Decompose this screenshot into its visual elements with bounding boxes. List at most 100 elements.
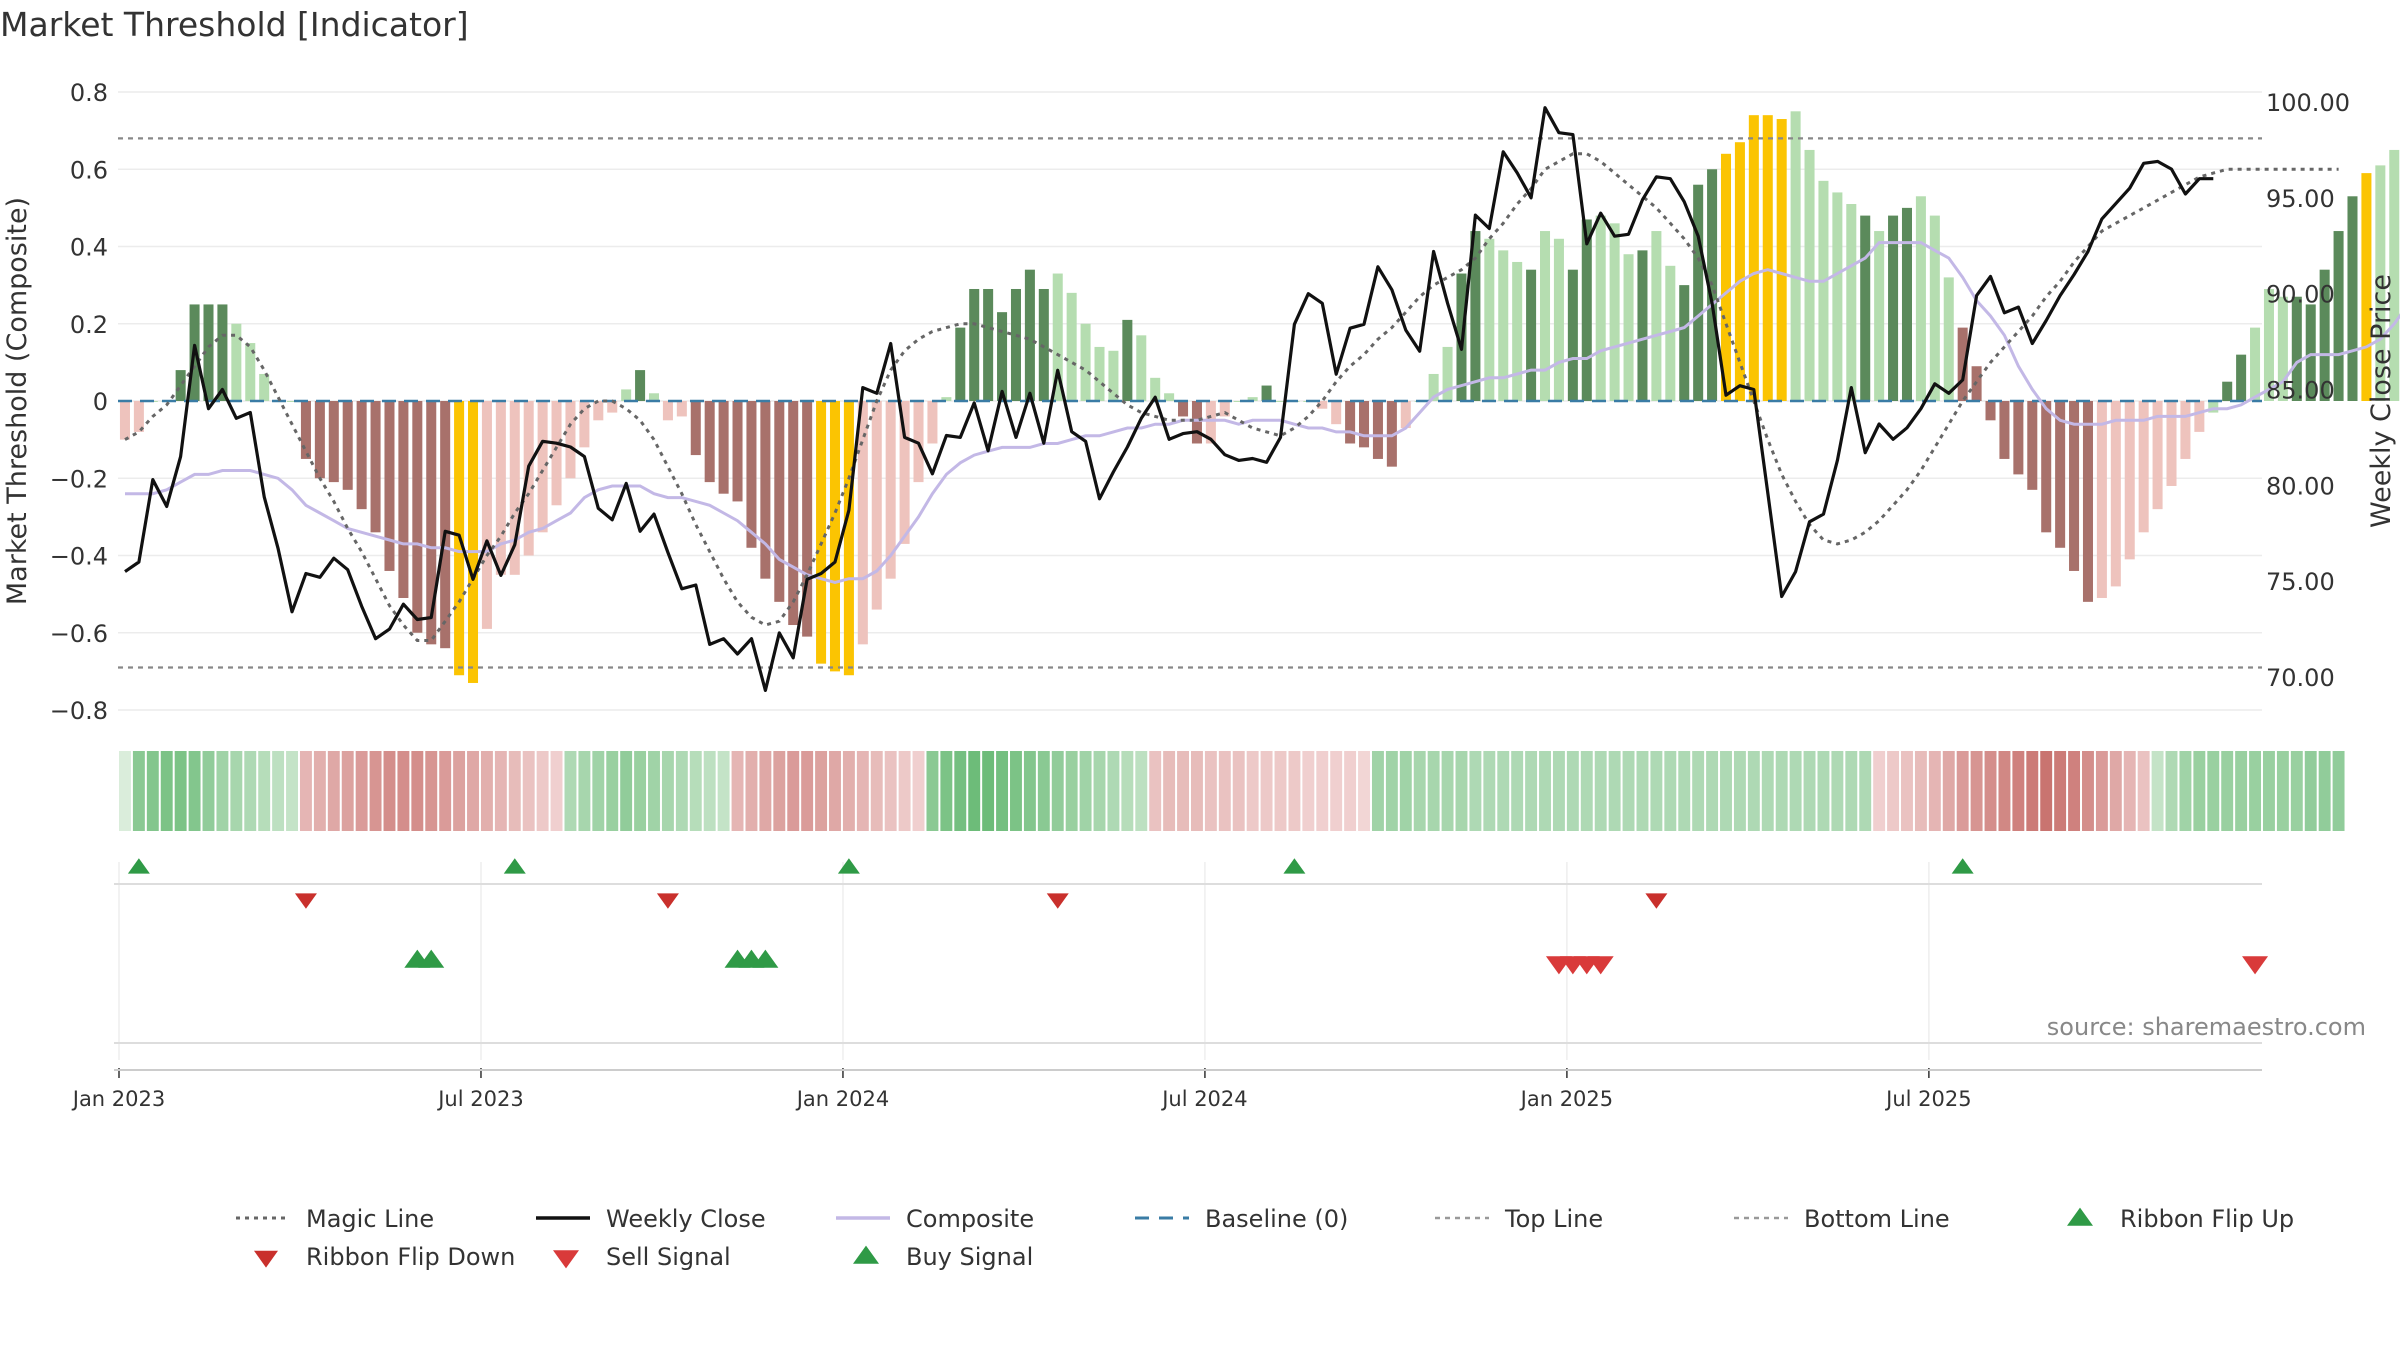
legend-label: Ribbon Flip Up — [2120, 1205, 2294, 1233]
ribbon-segment — [829, 751, 841, 831]
composite-bar — [203, 304, 214, 401]
y2-tick-label: 100.00 — [2266, 89, 2350, 117]
composite-bar — [1762, 115, 1773, 402]
composite-bar — [2055, 401, 2066, 548]
composite-bar — [1150, 377, 1161, 401]
composite-bar — [2319, 269, 2330, 401]
ribbon-segment — [2332, 751, 2345, 831]
y2-tick-label: 75.00 — [2266, 568, 2335, 596]
y-tick-label: −0.4 — [50, 543, 108, 571]
legend-swatch — [2067, 1207, 2093, 1226]
ribbon-flip-up-marker — [127, 858, 150, 874]
ribbon-segment — [2123, 751, 2136, 831]
composite-bar — [2361, 173, 2372, 401]
ribbon-segment — [1706, 751, 1719, 831]
ribbon-segment — [1775, 751, 1788, 831]
legend-label: Magic Line — [306, 1205, 434, 1233]
ribbon-segment — [1678, 751, 1691, 831]
composite-bar — [969, 288, 980, 401]
ribbon-segment — [1274, 751, 1287, 831]
ribbon-segment — [1177, 751, 1189, 831]
composite-bar — [718, 401, 729, 494]
composite-bar — [314, 401, 325, 479]
composite-bar — [1790, 111, 1801, 401]
composite-bar — [1428, 373, 1439, 401]
ribbon-segment — [926, 751, 939, 831]
ribbon-segment — [1455, 751, 1468, 831]
composite-bar — [690, 401, 701, 456]
composite-bar — [1846, 204, 1857, 401]
ribbon-flip-down-marker — [1645, 893, 1668, 909]
ribbon-segment — [1594, 751, 1607, 831]
ribbon-segment — [425, 751, 438, 831]
composite-bar — [217, 304, 228, 401]
ribbon-segment — [1427, 751, 1440, 831]
composite-bar — [829, 401, 840, 672]
ribbon-segment — [1288, 751, 1301, 831]
ribbon-segment — [1441, 751, 1454, 831]
composite-bar — [2389, 149, 2400, 401]
composite-bar — [983, 288, 994, 401]
composite-bar — [2110, 401, 2121, 587]
composite-bar — [579, 401, 590, 448]
composite-bar — [843, 401, 854, 676]
composite-bar — [398, 401, 409, 598]
ribbon-segment — [341, 751, 354, 831]
ribbon-segment — [1901, 751, 1913, 831]
composite-bar — [468, 401, 479, 683]
ribbon-segment — [299, 751, 312, 831]
sell-signal-marker — [1587, 956, 1614, 975]
composite-bar — [2138, 401, 2149, 533]
composite-bar — [2222, 381, 2233, 401]
ribbon-segment — [884, 751, 897, 831]
ribbon-segment — [759, 751, 772, 831]
x-tick-label: Jan 2023 — [71, 1087, 166, 1111]
x-tick-label: Jan 2025 — [1519, 1087, 1614, 1111]
y-tick-label: −0.6 — [50, 620, 108, 648]
ribbon-segment — [773, 751, 786, 831]
ribbon-segment — [996, 751, 1009, 831]
ribbon-segment — [1399, 751, 1412, 831]
ribbon-segment — [467, 751, 479, 831]
ribbon-segment — [1720, 751, 1732, 831]
composite-bar — [1219, 401, 1230, 417]
y-tick-label: −0.2 — [50, 465, 108, 493]
composite-bar — [774, 401, 785, 602]
ribbon-segment — [842, 751, 855, 831]
composite-bar — [1205, 401, 1216, 444]
y2-tick-label: 70.00 — [2266, 664, 2335, 692]
composite-bar — [885, 401, 896, 579]
legend-label: Baseline (0) — [1205, 1205, 1348, 1233]
y-tick-label: 0.4 — [70, 234, 108, 262]
ribbon-segment — [1511, 751, 1524, 831]
ribbon-segment — [522, 751, 535, 831]
ribbon-segment — [1469, 751, 1482, 831]
ribbon-segment — [160, 751, 173, 831]
ribbon-segment — [1539, 751, 1551, 831]
composite-bar — [1985, 401, 1996, 421]
composite-bar — [648, 393, 660, 401]
ribbon-segment — [1497, 751, 1510, 831]
composite-bar — [412, 401, 423, 633]
ribbon-segment — [898, 751, 911, 831]
ribbon-segment — [1580, 751, 1593, 831]
composite-bar — [1066, 292, 1077, 401]
composite-bar — [1623, 254, 1634, 401]
y2-tick-label: 80.00 — [2266, 472, 2335, 500]
composite-bar — [2236, 354, 2247, 401]
legend-label: Weekly Close — [606, 1205, 766, 1233]
ribbon-segment — [1928, 751, 1941, 831]
ribbon-segment — [1051, 751, 1064, 831]
trend-ribbon — [119, 751, 2345, 831]
x-tick-label: Jul 2025 — [1884, 1087, 1971, 1111]
ribbon-segment — [146, 751, 159, 831]
composite-bar — [704, 401, 715, 483]
ribbon-segment — [661, 751, 674, 831]
composite-bar — [2124, 401, 2135, 560]
composite-bar — [551, 401, 562, 506]
composite-bar — [565, 401, 576, 479]
ribbon-segment — [2235, 751, 2248, 831]
composite-bar — [1372, 401, 1383, 459]
ribbon-segment — [355, 751, 368, 831]
